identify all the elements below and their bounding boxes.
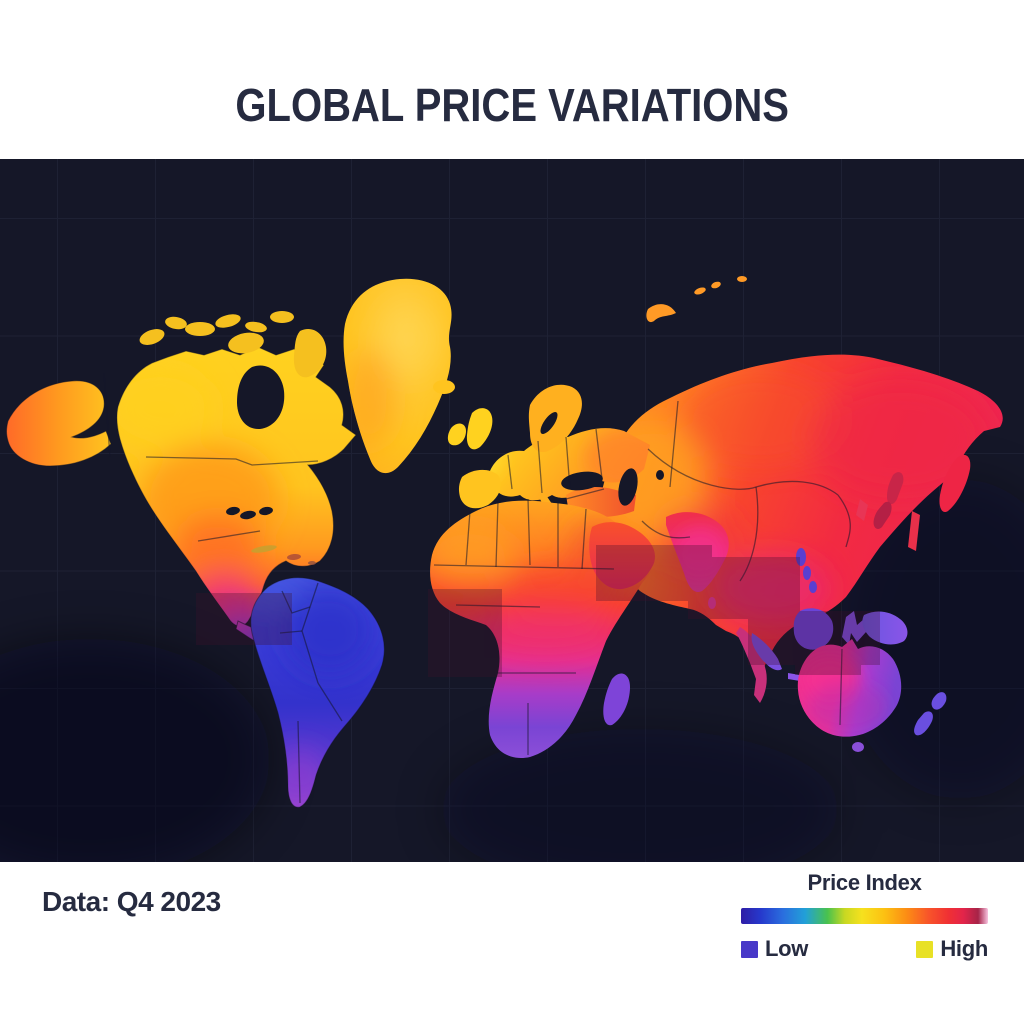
- legend-low-swatch: [741, 940, 758, 958]
- arctic-russia-islands: [646, 276, 747, 323]
- legend: Price Index: [741, 870, 988, 962]
- legend-gradient-bar: [741, 908, 988, 924]
- footer: Data: Q4 2023 Price Index: [0, 862, 1024, 1024]
- data-period-label: Data: Q4 2023: [42, 886, 221, 917]
- legend-labels-row: Low High: [741, 936, 988, 962]
- legend-low-label: Low: [765, 936, 809, 961]
- texture-patches: [196, 545, 880, 677]
- legend-low-item: Low: [741, 936, 808, 962]
- region-sri-lanka: [708, 597, 716, 609]
- legend-high-label: High: [940, 936, 988, 961]
- region-japan-korea: [856, 472, 904, 530]
- legend-high-item: High: [916, 936, 988, 962]
- country-borders: [103, 372, 851, 804]
- region-tasmania: [852, 742, 864, 752]
- india-heat-spots: [672, 526, 728, 582]
- australia-heat-spots: [800, 655, 888, 732]
- page-title: GLOBAL PRICE VARIATIONS: [235, 79, 789, 131]
- ocean-shading: [0, 479, 1024, 862]
- header: GLOBAL PRICE VARIATIONS: [0, 0, 1024, 159]
- legend-high-swatch: [916, 940, 934, 958]
- region-iceland: [433, 380, 455, 394]
- world-map: [0, 159, 1024, 862]
- legend-title: Price Index: [807, 870, 922, 895]
- map-panel: [0, 159, 1024, 862]
- north-america-heat-spots: [116, 367, 280, 626]
- inland-seas: [226, 365, 664, 520]
- caribbean-islands: [251, 545, 316, 565]
- arctic-islands: [139, 311, 327, 378]
- region-sakhalin: [908, 511, 920, 551]
- region-new-zealand: [914, 692, 947, 736]
- asia-heat-spots: [600, 369, 990, 624]
